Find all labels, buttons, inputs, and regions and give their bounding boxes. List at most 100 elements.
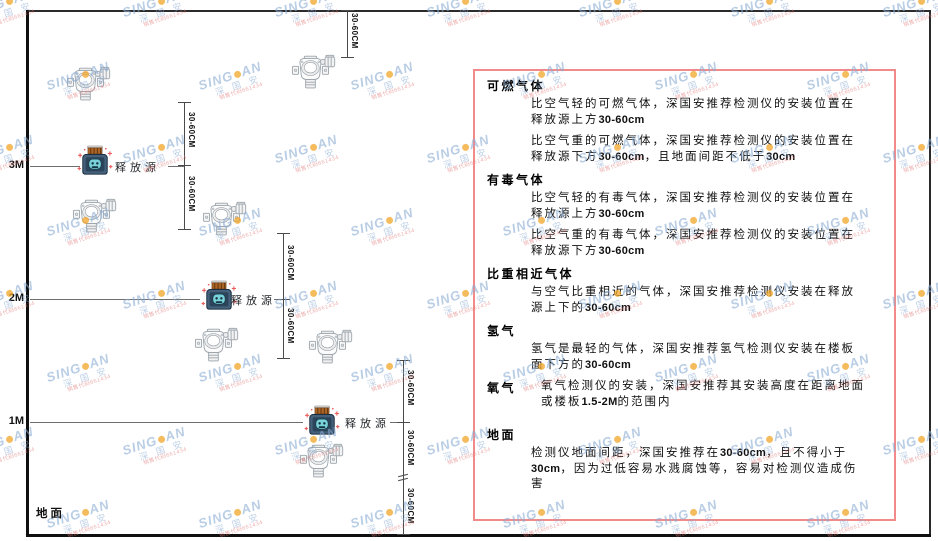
brand-dot-icon	[156, 289, 166, 298]
panel-section-heading: 氧气	[487, 381, 517, 395]
gas-detector-icon	[72, 198, 118, 235]
brand-dot-icon	[156, 143, 166, 152]
gas-detector-icon	[308, 329, 354, 366]
watermark-code: 销售代码661434	[446, 8, 492, 29]
watermark-code: 销售代码661434	[370, 227, 416, 248]
level-label-2m: 2M	[8, 292, 24, 304]
dimension-tick	[276, 299, 290, 300]
brand-dot-icon	[384, 216, 394, 225]
release-source-label: 释放源	[115, 162, 160, 174]
brand-dot-icon	[4, 435, 14, 444]
watermark-brand-cn: 深 国 安	[365, 218, 414, 243]
watermark-code: 销售代码661434	[0, 446, 36, 467]
watermark-brand-cn: 深 国 安	[897, 437, 938, 462]
watermark-code: 销售代码661434	[902, 8, 938, 29]
watermark-code: 销售代码661434	[66, 373, 112, 394]
brand-dot-icon	[4, 143, 14, 152]
watermark-brand-cn: 深 国 安	[897, 145, 938, 170]
panel-section: 氢气 氢气是最轻的气体，深国安推荐氢气检测仪安装在楼板面下方的30-60cm	[487, 322, 882, 373]
watermark-code: 销售代码661434	[142, 446, 188, 467]
release-source-label: 释放源	[345, 418, 390, 430]
gas-detector-icon	[66, 66, 112, 103]
gas-detector-icon	[291, 54, 337, 91]
watermark-brand-cn: 深 国 安	[897, 291, 938, 316]
panel-paragraph: 与空气比重相近的气体，深国安推荐检测仪安装在释放源上下的30-60cm	[531, 286, 855, 314]
dimension-label: 30-60CM	[406, 488, 415, 524]
brand-dot-icon	[80, 362, 90, 371]
panel-paragraph: 比空气重的有毒气体，深国安推荐检测仪的安装位置在释放源下方30-60cm	[531, 229, 855, 257]
dimension-tick	[276, 358, 290, 359]
brand-dot-icon	[612, 0, 622, 6]
watermark-code: 销售代码661434	[294, 154, 340, 175]
level-label-1m: 1M	[8, 415, 24, 427]
panel-section-heading: 比重相近气体	[487, 267, 575, 281]
watermark-brand-cn: 深 国 安	[365, 72, 414, 97]
level-line-3m	[30, 166, 80, 167]
right-wall-line	[929, 10, 931, 536]
dimension-line-ceiling	[347, 10, 348, 57]
dimension-label: 30-60CM	[350, 13, 359, 49]
watermark-code: 销售代码661434	[370, 373, 416, 394]
dimension-label: 30-60CM	[286, 308, 295, 344]
dimension-tick	[396, 422, 410, 423]
brand-dot-icon	[384, 508, 394, 517]
dimension-tick	[177, 102, 191, 103]
dimension-line-2m	[283, 233, 284, 358]
dimension-label: 30-60CM	[406, 370, 415, 406]
watermark-code: 销售代码661434	[750, 8, 796, 29]
watermark-brand-cn: 深 国 安	[365, 364, 414, 389]
brand-dot-icon	[384, 70, 394, 79]
dimension-tick	[396, 360, 410, 361]
panel-paragraph: 比空气轻的有毒气体，深国安推荐检测仪的安装位置在释放源上方30-60cm	[531, 192, 855, 220]
brand-dot-icon	[916, 143, 926, 152]
panel-paragraph: 氢气是最轻的气体，深国安推荐氢气检测仪安装在楼板面下方的30-60cm	[531, 343, 855, 371]
brand-dot-icon	[308, 0, 318, 6]
dimension-tick	[396, 534, 410, 535]
dimension-tick	[276, 233, 290, 234]
brand-dot-icon	[460, 289, 470, 298]
watermark-code: 销售代码661434	[142, 8, 188, 29]
panel-section-heading: 可燃气体	[487, 79, 546, 93]
watermark-brand-cn: 深 国 安	[0, 0, 34, 24]
brand-dot-icon	[916, 435, 926, 444]
panel-section: 可燃气体 比空气轻的可燃气体，深国安推荐检测仪的安装位置在释放源上方30-60cm…	[487, 77, 882, 165]
watermark-code: 销售代码661434	[598, 8, 644, 29]
brand-dot-icon	[156, 435, 166, 444]
watermark-code: 销售代码661434	[902, 300, 938, 321]
level-line-1m	[30, 422, 303, 423]
watermark-brand-cn: 深 国 安	[441, 0, 490, 24]
brand-dot-icon	[460, 0, 470, 6]
panel-section: 比重相近气体与空气比重相近的气体，深国安推荐检测仪安装在释放源上下的30-60c…	[487, 265, 882, 316]
brand-dot-icon	[916, 0, 926, 6]
watermark-brand-cn: 深 国 安	[365, 510, 414, 535]
watermark-brand-cn: 深 国 安	[745, 0, 794, 24]
panel-section: 有毒气体 比空气轻的有毒气体，深国安推荐检测仪的安装位置在释放源上方30-60cm…	[487, 171, 882, 259]
gas-detector-icon	[202, 201, 248, 238]
ceiling-line	[27, 10, 931, 12]
dimension-tick	[177, 165, 191, 166]
info-panel: 可燃气体 比空气轻的可燃气体，深国安推荐检测仪的安装位置在释放源上方30-60cm…	[473, 69, 896, 521]
level-label-3m: 3M	[8, 159, 24, 171]
watermark-brand-cn: 深 国 安	[289, 291, 338, 316]
dimension-line-1m	[403, 360, 404, 535]
watermark-code: 销售代码661434	[902, 154, 938, 175]
watermark-code: 销售代码661434	[370, 81, 416, 102]
panel-section-heading: 地面	[487, 428, 517, 442]
panel-paragraph: 检测仪地面间距，深国安推荐在30-60cm，且不得小于30cm，因为过低容易水溅…	[531, 447, 858, 490]
brand-dot-icon	[460, 435, 470, 444]
brand-dot-icon	[384, 362, 394, 371]
watermark-brand-cn: 深 国 安	[137, 0, 186, 24]
brand-dot-icon	[308, 143, 318, 152]
left-wall-line	[26, 10, 29, 536]
